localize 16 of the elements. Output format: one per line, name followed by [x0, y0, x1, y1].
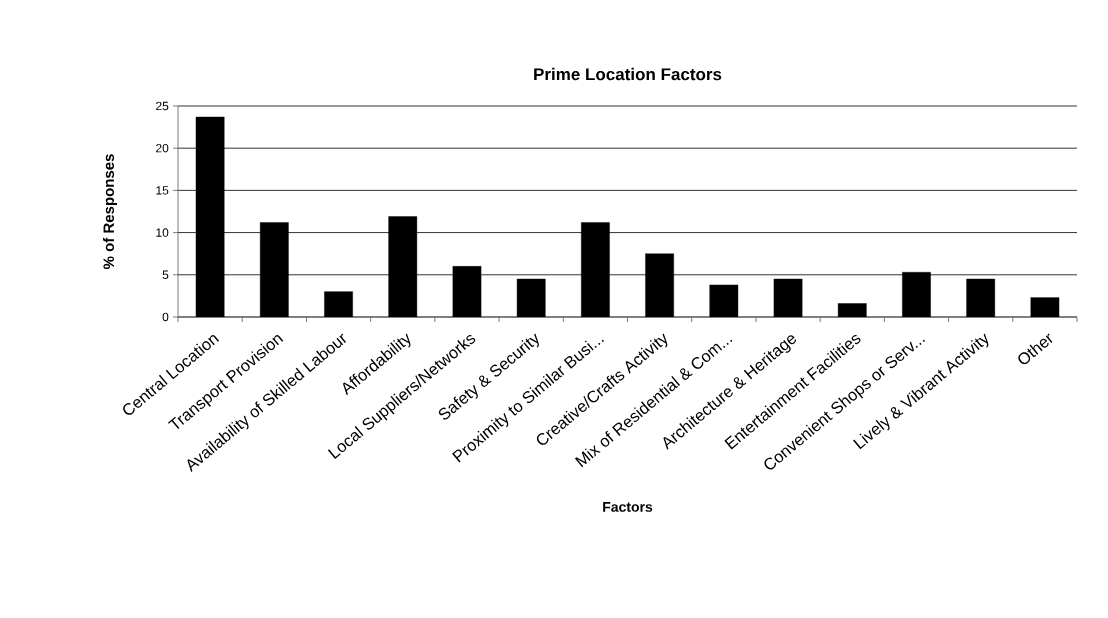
bar — [837, 303, 867, 317]
bar — [516, 278, 546, 317]
y-tick-label: 0 — [162, 312, 169, 322]
y-tick-label: 15 — [156, 186, 169, 195]
bar — [709, 284, 739, 317]
y-axis-title: % of Responses — [103, 154, 117, 270]
bar — [773, 278, 803, 317]
chart-title: Prime Location Factors — [534, 67, 722, 81]
x-axis-title: Factors — [603, 502, 653, 512]
y-tick-label: 20 — [156, 143, 169, 153]
y-tick-label: 25 — [156, 101, 169, 111]
y-tick-label: 10 — [156, 228, 169, 237]
bar — [324, 291, 353, 317]
bar — [1030, 297, 1060, 317]
bar — [966, 278, 996, 317]
y-tick-label: 5 — [162, 270, 169, 279]
